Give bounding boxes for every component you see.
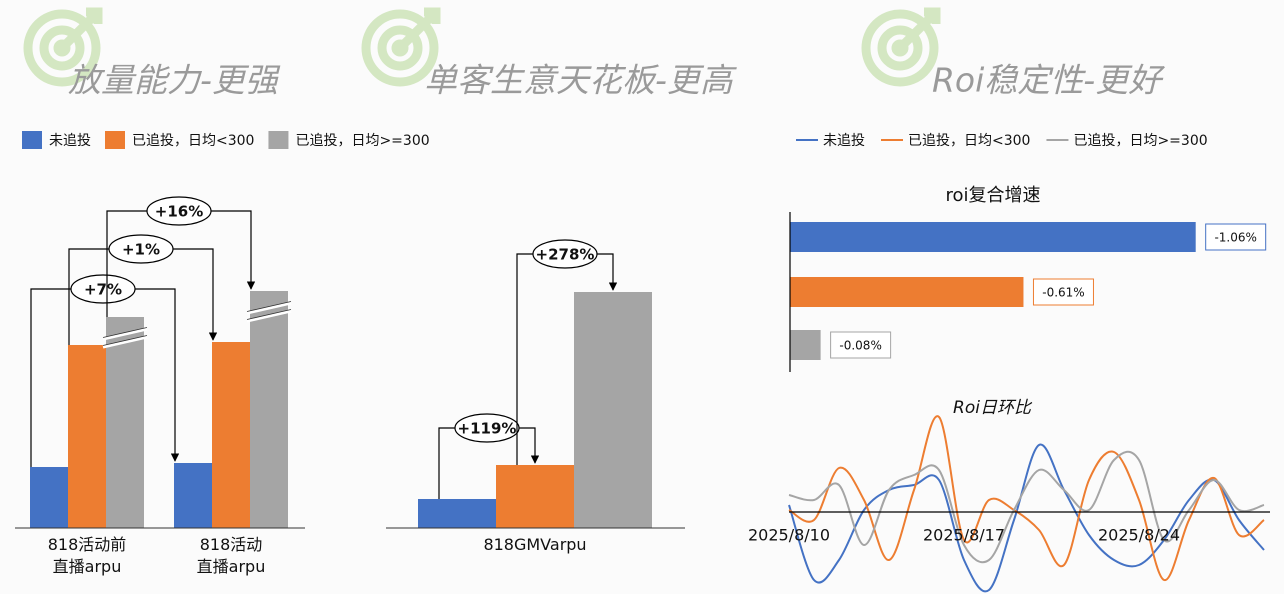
value-label-box [830,331,892,359]
axis-break-edge [246,301,292,312]
plot-area [788,415,1265,593]
legend-label: 已追投，日均>=300 [295,133,429,149]
bar [418,499,496,528]
legend-swatch [22,131,42,149]
bar [790,222,1196,252]
legend-swatch [268,131,289,149]
axis-break-edge [102,335,148,346]
x-tick-label: 818活动前直播arpu [48,535,127,576]
chart-title: Roi日环比 [953,398,1033,418]
annotation-bubble [454,413,520,443]
axis-break [246,309,292,323]
axis-break [102,335,148,349]
value-label-box [1032,278,1094,306]
bar [106,317,144,528]
annotation-label: +16% [155,203,203,221]
bar [250,291,288,528]
legend-label: 已追投，日均>=300 [1073,133,1207,149]
x-tick-label: 2025/8/17 [923,526,1005,545]
bar [68,345,106,528]
x-tick-label: 818GMVarpu [483,535,586,554]
legend-label: 未追投 [823,133,865,149]
line-series [788,415,1265,581]
target-icon [23,7,941,87]
legend-swatch [105,131,125,149]
axis-break [102,327,148,341]
annotation-label: +1% [122,241,160,259]
bar [790,330,821,360]
chart-title: roi复合增速 [945,185,1040,206]
value-label: -1.06% [1214,231,1256,245]
bar [212,342,250,528]
line-series [788,450,1265,564]
annotation-bubble [532,239,598,269]
axis-break-edge [102,327,148,338]
annotation-bubble [146,196,212,226]
bar [174,463,212,528]
annotation-label: +7% [84,281,122,299]
legend-label: 未追投 [49,133,91,149]
legend-label: 已追投，日均<300 [132,133,254,149]
bar [790,277,1024,307]
axis-break [246,301,292,315]
annotation-bubble [108,234,174,264]
section-title: Roi稳定性-更好 [932,61,1165,100]
legend-label: 已追投，日均<300 [908,133,1030,149]
section-title: 单客生意天花板-更高 [424,61,737,100]
bar [496,465,574,528]
annotation-arrow [106,210,256,317]
annotation-label: +278% [536,246,595,264]
x-tick-label: 818活动直播arpu [197,535,266,576]
value-label: -0.61% [1042,286,1084,300]
value-label-box [1205,223,1267,251]
section-title: 放量能力-更强 [68,61,281,100]
axis-break-edge [246,309,292,320]
bar [30,467,68,528]
annotation-bubble [70,274,136,304]
annotation-label: +119% [458,420,517,438]
x-tick-label: 2025/8/24 [1098,526,1180,545]
x-tick-label: 2025/8/10 [748,526,830,545]
value-label: -0.08% [839,339,881,353]
bar [574,292,652,528]
